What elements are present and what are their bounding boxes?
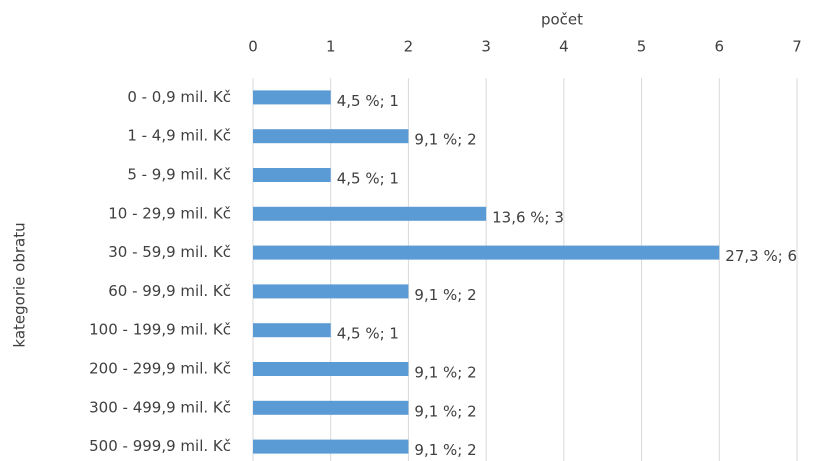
bar xyxy=(253,284,409,299)
bar xyxy=(253,206,487,221)
x-tick-label: 2 xyxy=(404,38,414,56)
y-axis-label: kategorie obratu xyxy=(11,222,29,347)
bar xyxy=(253,323,331,338)
bar xyxy=(253,362,409,376)
y-tick-label: 200 - 299,9 mil. Kč xyxy=(89,360,231,378)
bar xyxy=(253,245,720,260)
bar xyxy=(253,168,331,182)
x-tick-label: 3 xyxy=(481,38,491,56)
data-label: 4,5 %; 1 xyxy=(337,170,399,188)
x-tick-label: 4 xyxy=(559,38,569,56)
bar xyxy=(253,90,331,105)
y-tick-label: 0 - 0,9 mil. Kč xyxy=(127,88,231,106)
y-tick-label: 1 - 4,9 mil. Kč xyxy=(127,127,231,145)
data-label: 9,1 %; 2 xyxy=(414,402,476,420)
bar xyxy=(253,439,409,454)
bar xyxy=(253,400,409,415)
x-tick-label: 1 xyxy=(326,38,336,56)
data-label: 9,1 %; 2 xyxy=(414,441,476,459)
x-tick-label: 0 xyxy=(248,38,258,56)
y-tick-label: 5 - 9,9 mil. Kč xyxy=(127,166,231,184)
x-axis-label: počet xyxy=(541,11,583,29)
data-label: 9,1 %; 2 xyxy=(414,364,476,382)
data-label: 9,1 %; 2 xyxy=(414,131,476,149)
x-tick-label: 5 xyxy=(637,38,647,56)
data-label: 9,1 %; 2 xyxy=(414,286,476,304)
data-label: 4,5 %; 1 xyxy=(337,92,399,110)
bar xyxy=(253,129,409,144)
y-tick-label: 30 - 59,9 mil. Kč xyxy=(108,243,231,261)
y-tick-label: 500 - 999,9 mil. Kč xyxy=(89,437,231,455)
y-tick-label: 60 - 99,9 mil. Kč xyxy=(108,282,231,300)
data-label: 4,5 %; 1 xyxy=(337,325,399,343)
y-tick-label: 300 - 499,9 mil. Kč xyxy=(89,398,231,416)
x-tick-label: 6 xyxy=(715,38,725,56)
data-label: 13,6 %; 3 xyxy=(492,208,564,226)
y-tick-label: 100 - 199,9 mil. Kč xyxy=(89,321,231,339)
y-tick-label: 10 - 29,9 mil. Kč xyxy=(108,204,231,222)
x-tick-label: 7 xyxy=(792,38,802,56)
data-label: 27,3 %; 6 xyxy=(725,247,797,265)
